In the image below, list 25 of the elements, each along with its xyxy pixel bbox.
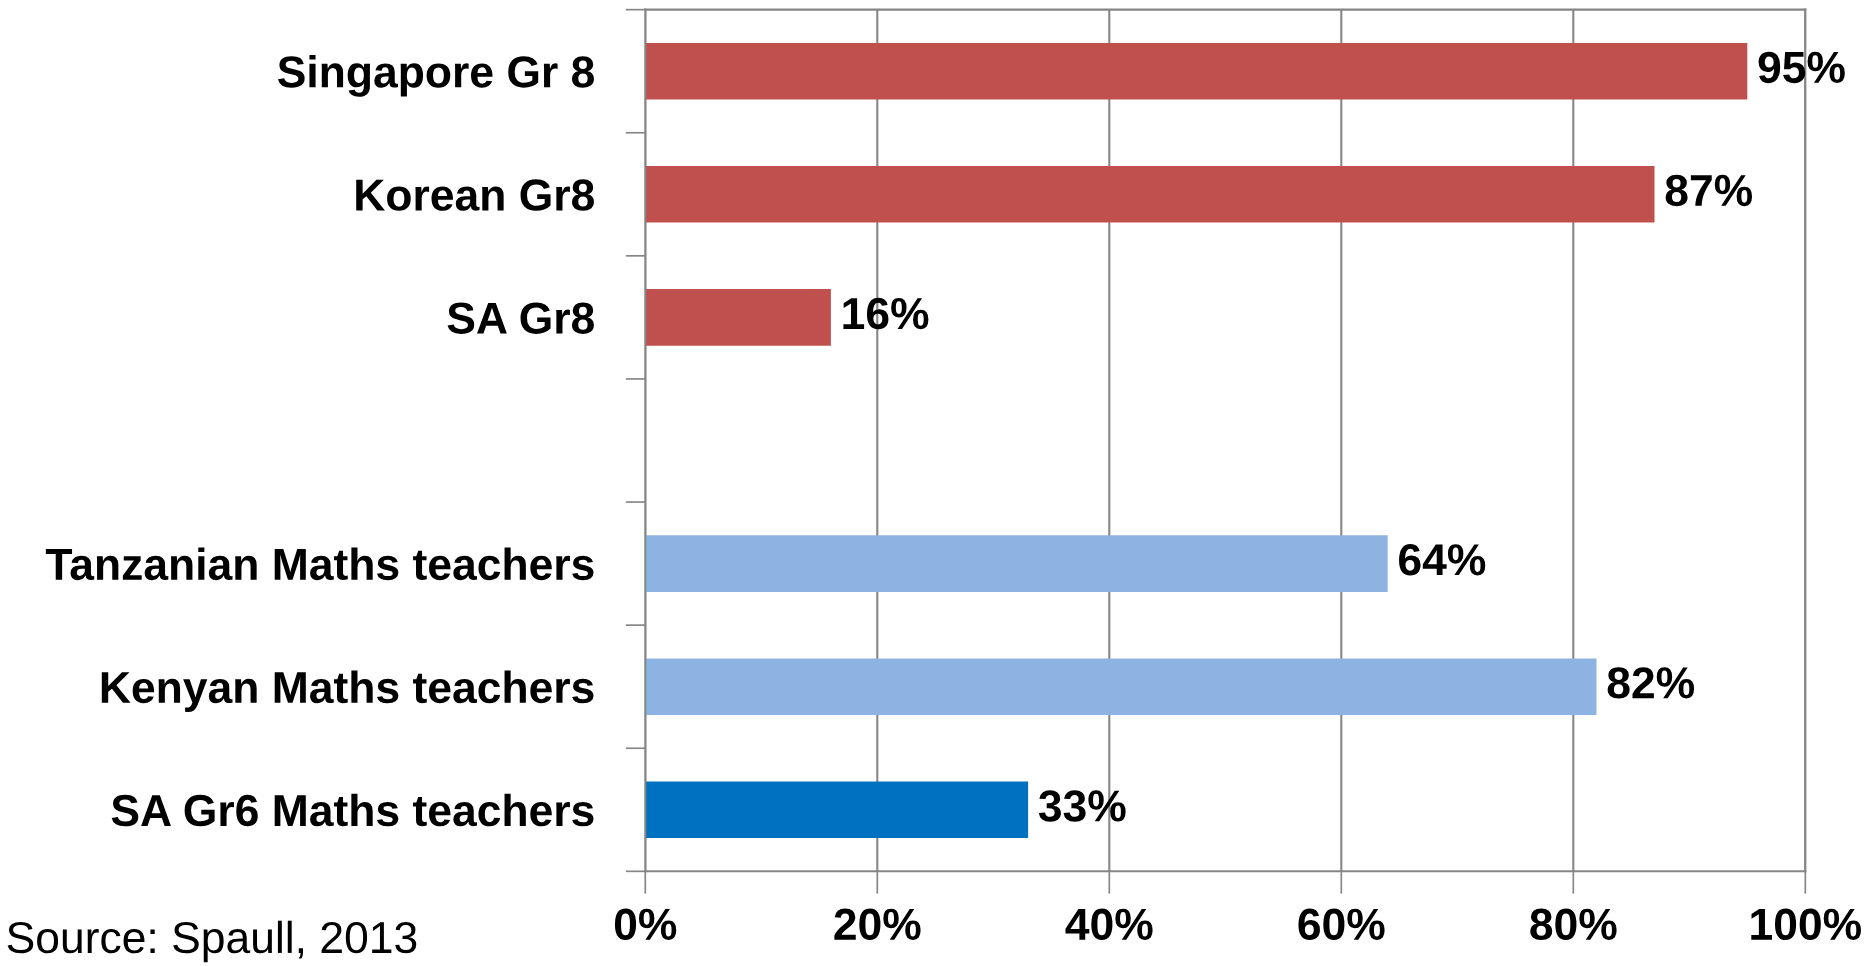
data-label: 64% [1399, 544, 1486, 576]
x-tick-label: 80% [1530, 908, 1617, 941]
y-tick-label: Singapore Gr 8 [277, 55, 594, 97]
bar [645, 535, 1388, 592]
bar [645, 42, 1748, 100]
data-label: 33% [1038, 790, 1126, 822]
x-tick-label: 0% [614, 908, 677, 941]
data-label: 16% [843, 297, 929, 330]
x-tick-label: 40% [1065, 908, 1153, 941]
x-tick-label: 60% [1298, 908, 1385, 941]
data-label: 87% [1665, 174, 1753, 207]
bar [645, 781, 1029, 839]
bar [645, 289, 831, 346]
y-tick-label: SA Gr8 [447, 302, 594, 334]
data-label: 82% [1607, 667, 1695, 699]
x-tick-label: 100% [1751, 908, 1861, 941]
y-tick-label: Korean Gr8 [356, 179, 594, 211]
y-tick-label: Tanzanian Maths teachers [45, 547, 594, 581]
source-note: Source: Spaull, 2013 [7, 920, 417, 963]
data-label: 95% [1758, 51, 1845, 84]
x-tick-label: 20% [834, 908, 921, 941]
y-tick-label: SA Gr6 Maths teachers [111, 793, 594, 827]
y-tick-label: Kenyan Maths teachers [101, 670, 594, 713]
bar [645, 165, 1655, 223]
bar [645, 658, 1597, 715]
